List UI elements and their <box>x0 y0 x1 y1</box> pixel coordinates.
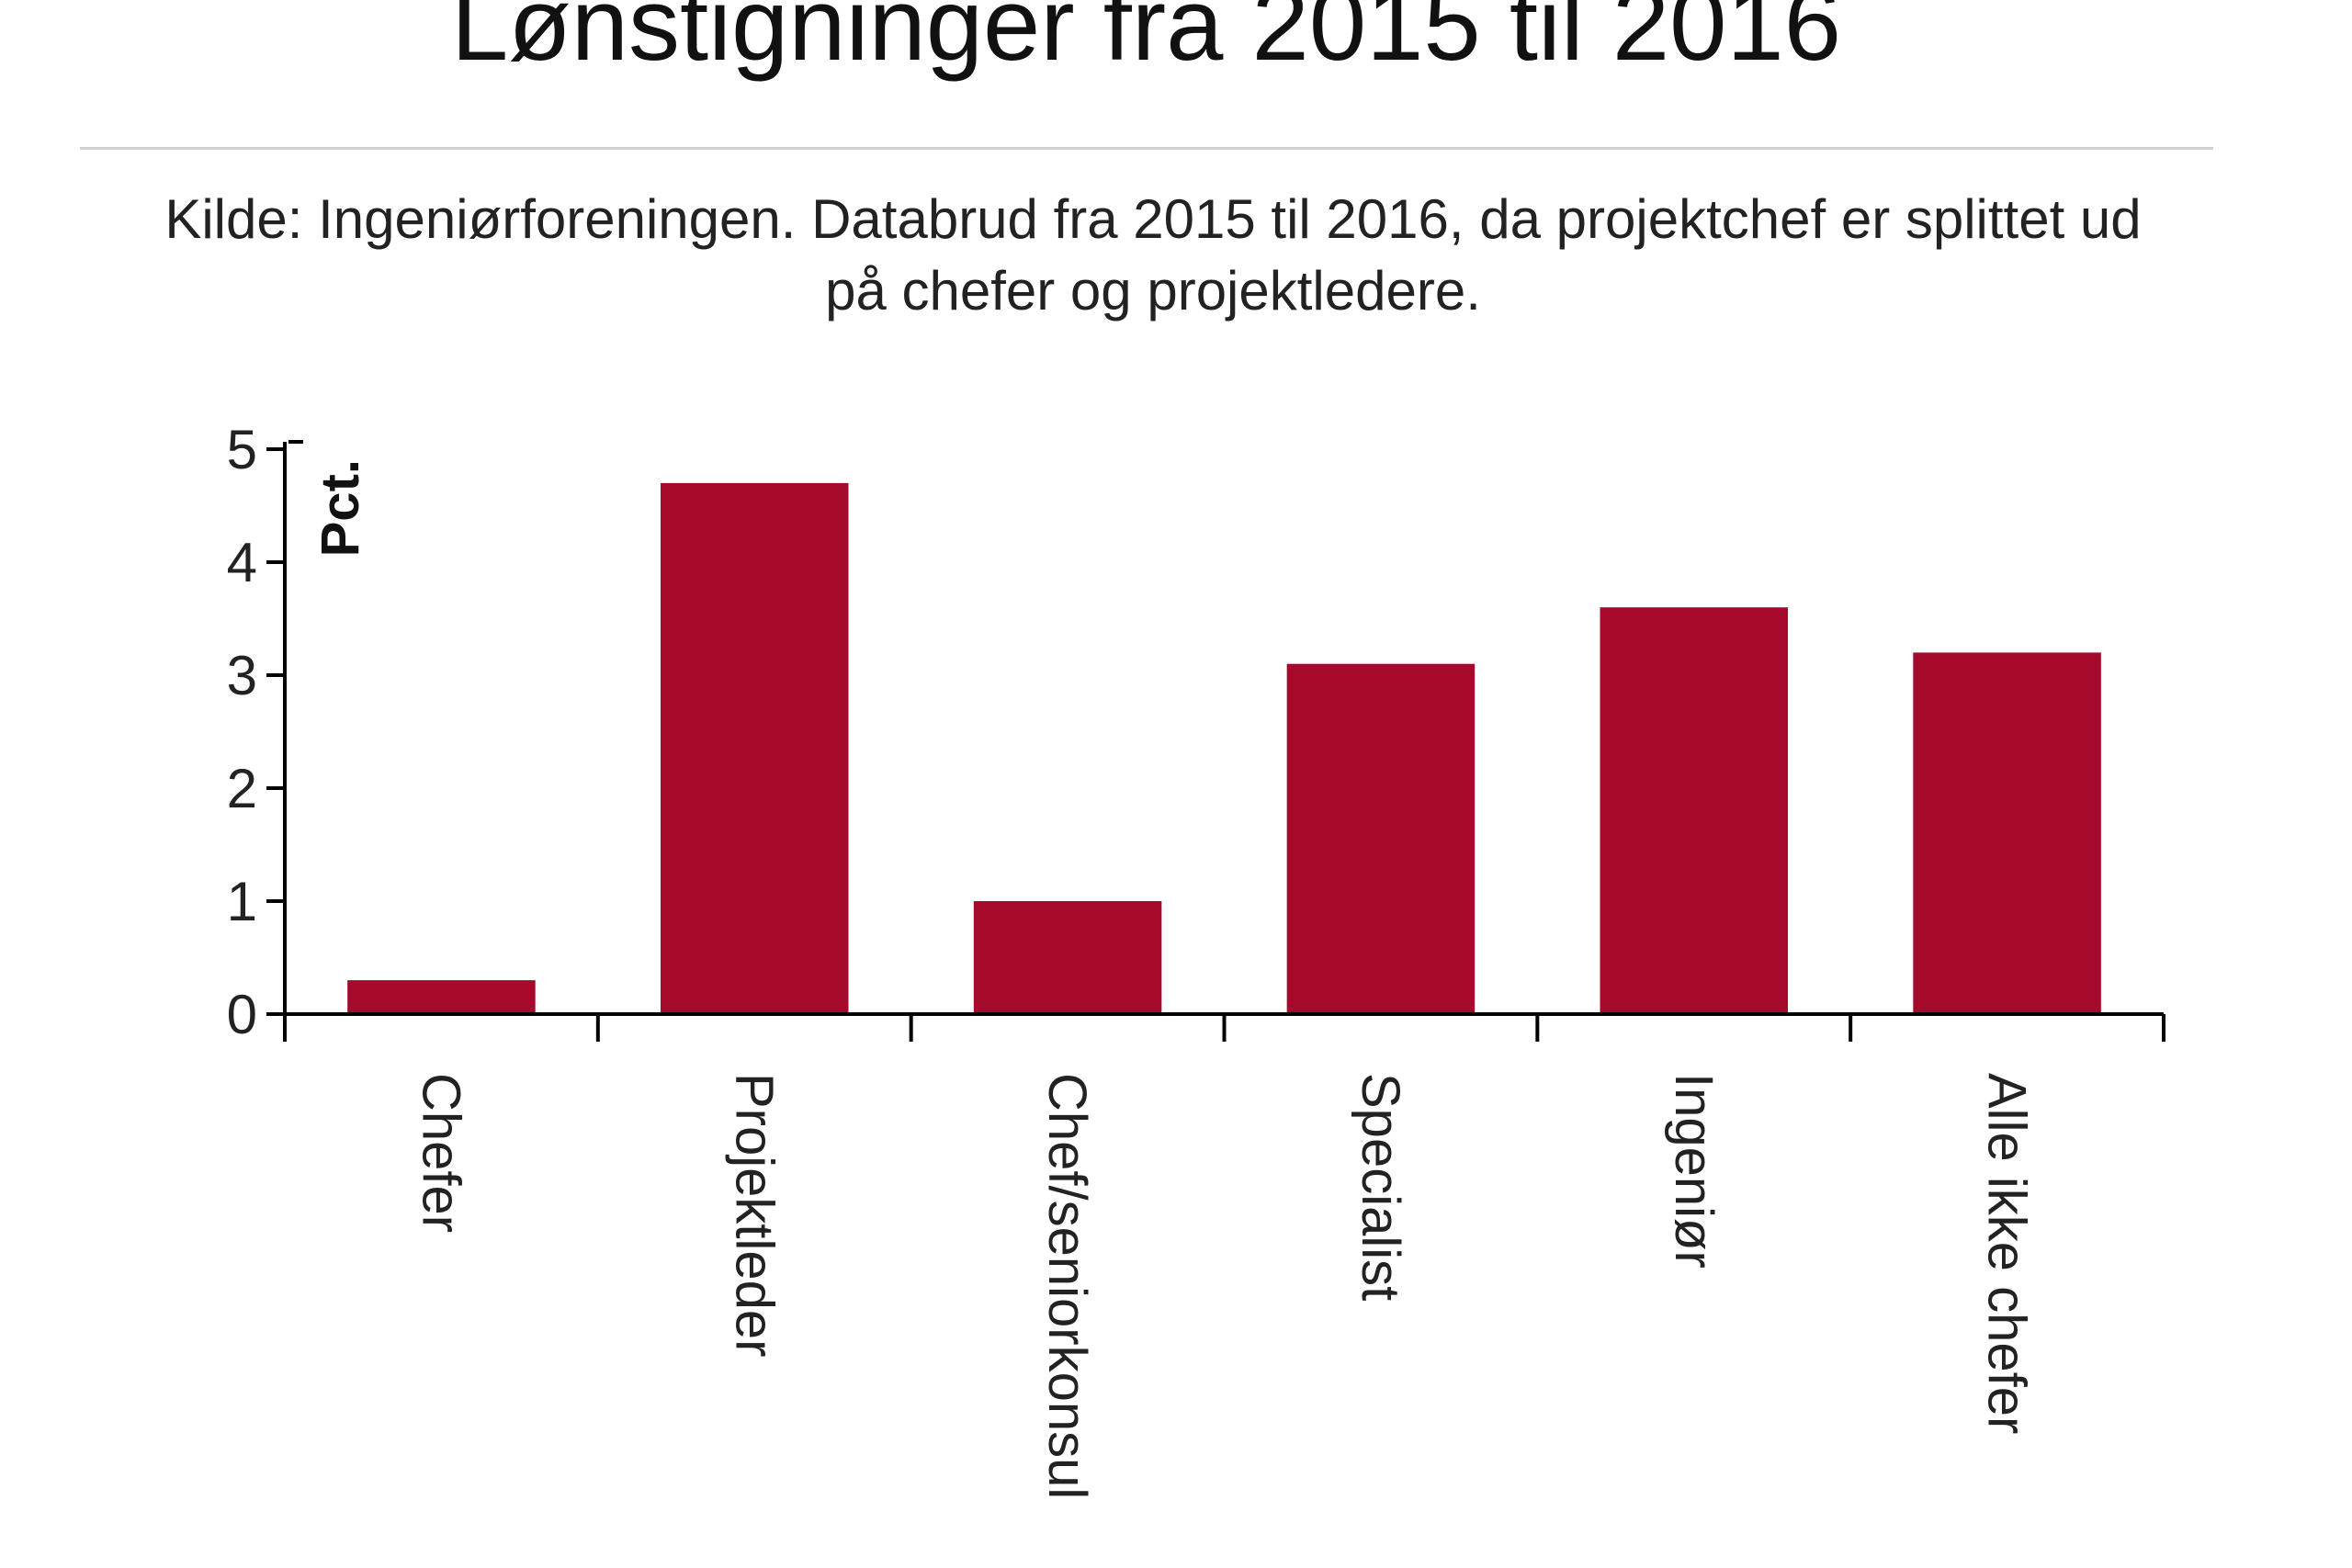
y-tick-label: 4 <box>227 532 257 593</box>
y-tick-label: 1 <box>227 871 257 932</box>
y-tick-label: 5 <box>227 419 257 480</box>
x-tick-label: Chef/seniorkonsul <box>1037 1073 1097 1499</box>
x-tick-label: Alle ikke chefer <box>1977 1073 2037 1434</box>
chart-subtitle: Kilde: Ingeniørforeningen. Databrud fra … <box>164 188 2142 321</box>
bar-5 <box>1913 652 2101 1014</box>
y-axis-label: Pct. <box>311 459 370 557</box>
x-tick-label: Specialist <box>1351 1073 1410 1301</box>
bar-2 <box>973 901 1162 1014</box>
chart-title: Lønstigninger fra 2015 til 2016 <box>451 0 1841 82</box>
x-tick-label: Ingeniør <box>1664 1073 1724 1269</box>
bar-0 <box>347 980 536 1014</box>
x-tick-label: Projektleder <box>724 1073 784 1357</box>
y-tick-label: 2 <box>227 758 257 819</box>
bar-3 <box>1286 663 1476 1014</box>
bar-1 <box>661 482 849 1014</box>
x-tick-label: Chefer <box>411 1073 470 1233</box>
y-tick-label: 3 <box>227 645 257 706</box>
y-tick-label: 0 <box>227 984 257 1045</box>
title-divider <box>80 147 2213 150</box>
bar-4 <box>1600 607 1788 1014</box>
